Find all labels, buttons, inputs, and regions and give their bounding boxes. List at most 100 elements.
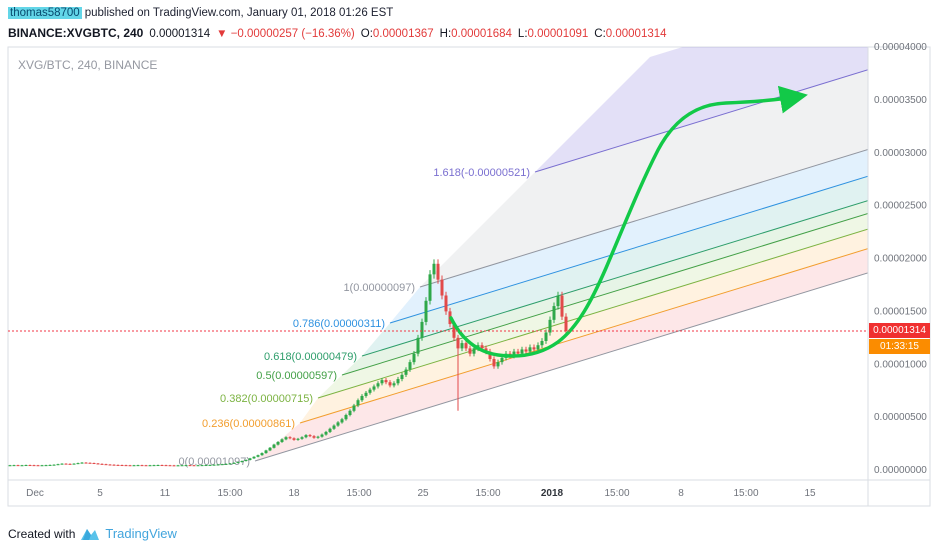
candle-body (548, 319, 552, 333)
candle-body (244, 459, 248, 462)
candle-body (436, 263, 440, 280)
fib-band (318, 213, 868, 398)
candle-body (64, 463, 68, 465)
candle-body (416, 337, 420, 354)
candle-body (384, 380, 388, 383)
candle-body (388, 382, 392, 386)
candle-body (12, 465, 16, 467)
candle-body (216, 464, 220, 466)
candle-body (412, 353, 416, 363)
candle-body (520, 349, 524, 354)
candle-body (432, 263, 436, 275)
candle-body (220, 464, 224, 466)
candle-body (516, 351, 520, 354)
candle-body (60, 463, 64, 465)
candle-body (556, 295, 560, 307)
tradingview-logo-icon[interactable] (81, 527, 100, 540)
price-tick-label: 0.00000000 (874, 465, 927, 476)
candle-body (280, 439, 284, 442)
open-value: 0.00001367 (372, 28, 434, 40)
candle-body (348, 410, 352, 416)
open-label: O: (360, 28, 373, 40)
publish-header: thomas58700 published on TradingView.com,… (8, 7, 393, 19)
fib-line (389, 175, 868, 324)
price-tick-label: 0.00002000 (874, 254, 927, 265)
fib-label: 0.786(0.00000311) (293, 318, 385, 330)
time-tick-label: 15:00 (733, 488, 758, 499)
candle-body (144, 465, 148, 467)
price-tick-label: 0.00001500 (874, 306, 927, 317)
candle-body (356, 400, 360, 406)
bar-countdown-label: 01:33:15 (869, 339, 930, 355)
candle-body (44, 465, 48, 467)
candle-body (316, 436, 320, 438)
candle-body (344, 415, 348, 420)
candle-body (40, 465, 44, 467)
candle-body (372, 386, 376, 390)
fib-label: 0.5(0.00000597) (256, 370, 337, 382)
candle-body (52, 464, 56, 466)
candle-body (392, 383, 396, 386)
candle-body (88, 462, 92, 464)
symbol-title: BINANCE:XVGBTC, 240 (8, 26, 144, 40)
time-tick-label: 25 (417, 488, 429, 499)
price-tick-label: 0.00003500 (874, 95, 927, 106)
candle-body (156, 465, 160, 467)
time-tick-label: 15:00 (217, 488, 242, 499)
candle-body (24, 465, 28, 467)
legend-open: O:0.00001367 (361, 28, 434, 40)
time-tick-label: 18 (288, 488, 300, 499)
candle-body (196, 465, 200, 467)
created-with-text: Created with (8, 526, 76, 541)
fib-band (255, 248, 868, 461)
chart-watermark: XVG/BTC, 240, BINANCE (18, 58, 158, 72)
candle-body (468, 348, 472, 354)
time-tick-label: 5 (97, 488, 103, 499)
candle-body (112, 464, 116, 466)
candle-body (404, 369, 408, 375)
candle-body (460, 343, 464, 349)
candle-body (328, 428, 332, 432)
footer: Created with TradingView (8, 526, 177, 541)
candle-body (148, 465, 152, 467)
candle-body (536, 345, 540, 350)
candle-body (240, 461, 244, 463)
candle-body (236, 462, 240, 464)
candle-body (428, 274, 432, 301)
candle-body (204, 465, 208, 467)
candle-body (72, 463, 76, 465)
time-tick-label: 15 (804, 488, 816, 499)
fib-label: 0.236(0.00000861) (202, 418, 295, 430)
low-value: 0.00001091 (527, 28, 589, 40)
fib-line (419, 148, 868, 288)
candle-body (396, 379, 400, 384)
candle-body (260, 453, 264, 456)
candle-body (296, 438, 300, 440)
tradingview-brand-link[interactable]: TradingView (105, 526, 177, 541)
time-tick-label: Dec (26, 488, 44, 499)
candle-body (76, 463, 80, 465)
fib-label: 0.382(0.00000715) (220, 393, 313, 405)
time-tick-label: 2018 (541, 488, 564, 499)
candle-body (32, 465, 36, 467)
candle-body (292, 438, 296, 440)
candle-body (488, 351, 492, 359)
high-value: 0.00001684 (451, 28, 512, 40)
author-username-link[interactable]: thomas58700 (8, 7, 82, 19)
fib-band (390, 149, 868, 323)
fib-band (300, 229, 868, 423)
candle-body (472, 348, 476, 354)
legend-price-change: ▼ −0.00000257 (−16.36%) (216, 28, 355, 40)
candle-body (336, 422, 340, 426)
candle-body (456, 337, 460, 349)
candle-body (200, 465, 204, 467)
candle-body (120, 465, 124, 467)
candle-body (176, 465, 180, 467)
candle-body (152, 465, 156, 467)
candle-body (304, 435, 308, 438)
legend-low: L:0.00001091 (518, 28, 588, 40)
candle-body (8, 465, 12, 467)
candle-body (184, 465, 188, 467)
candle-body (480, 345, 484, 349)
